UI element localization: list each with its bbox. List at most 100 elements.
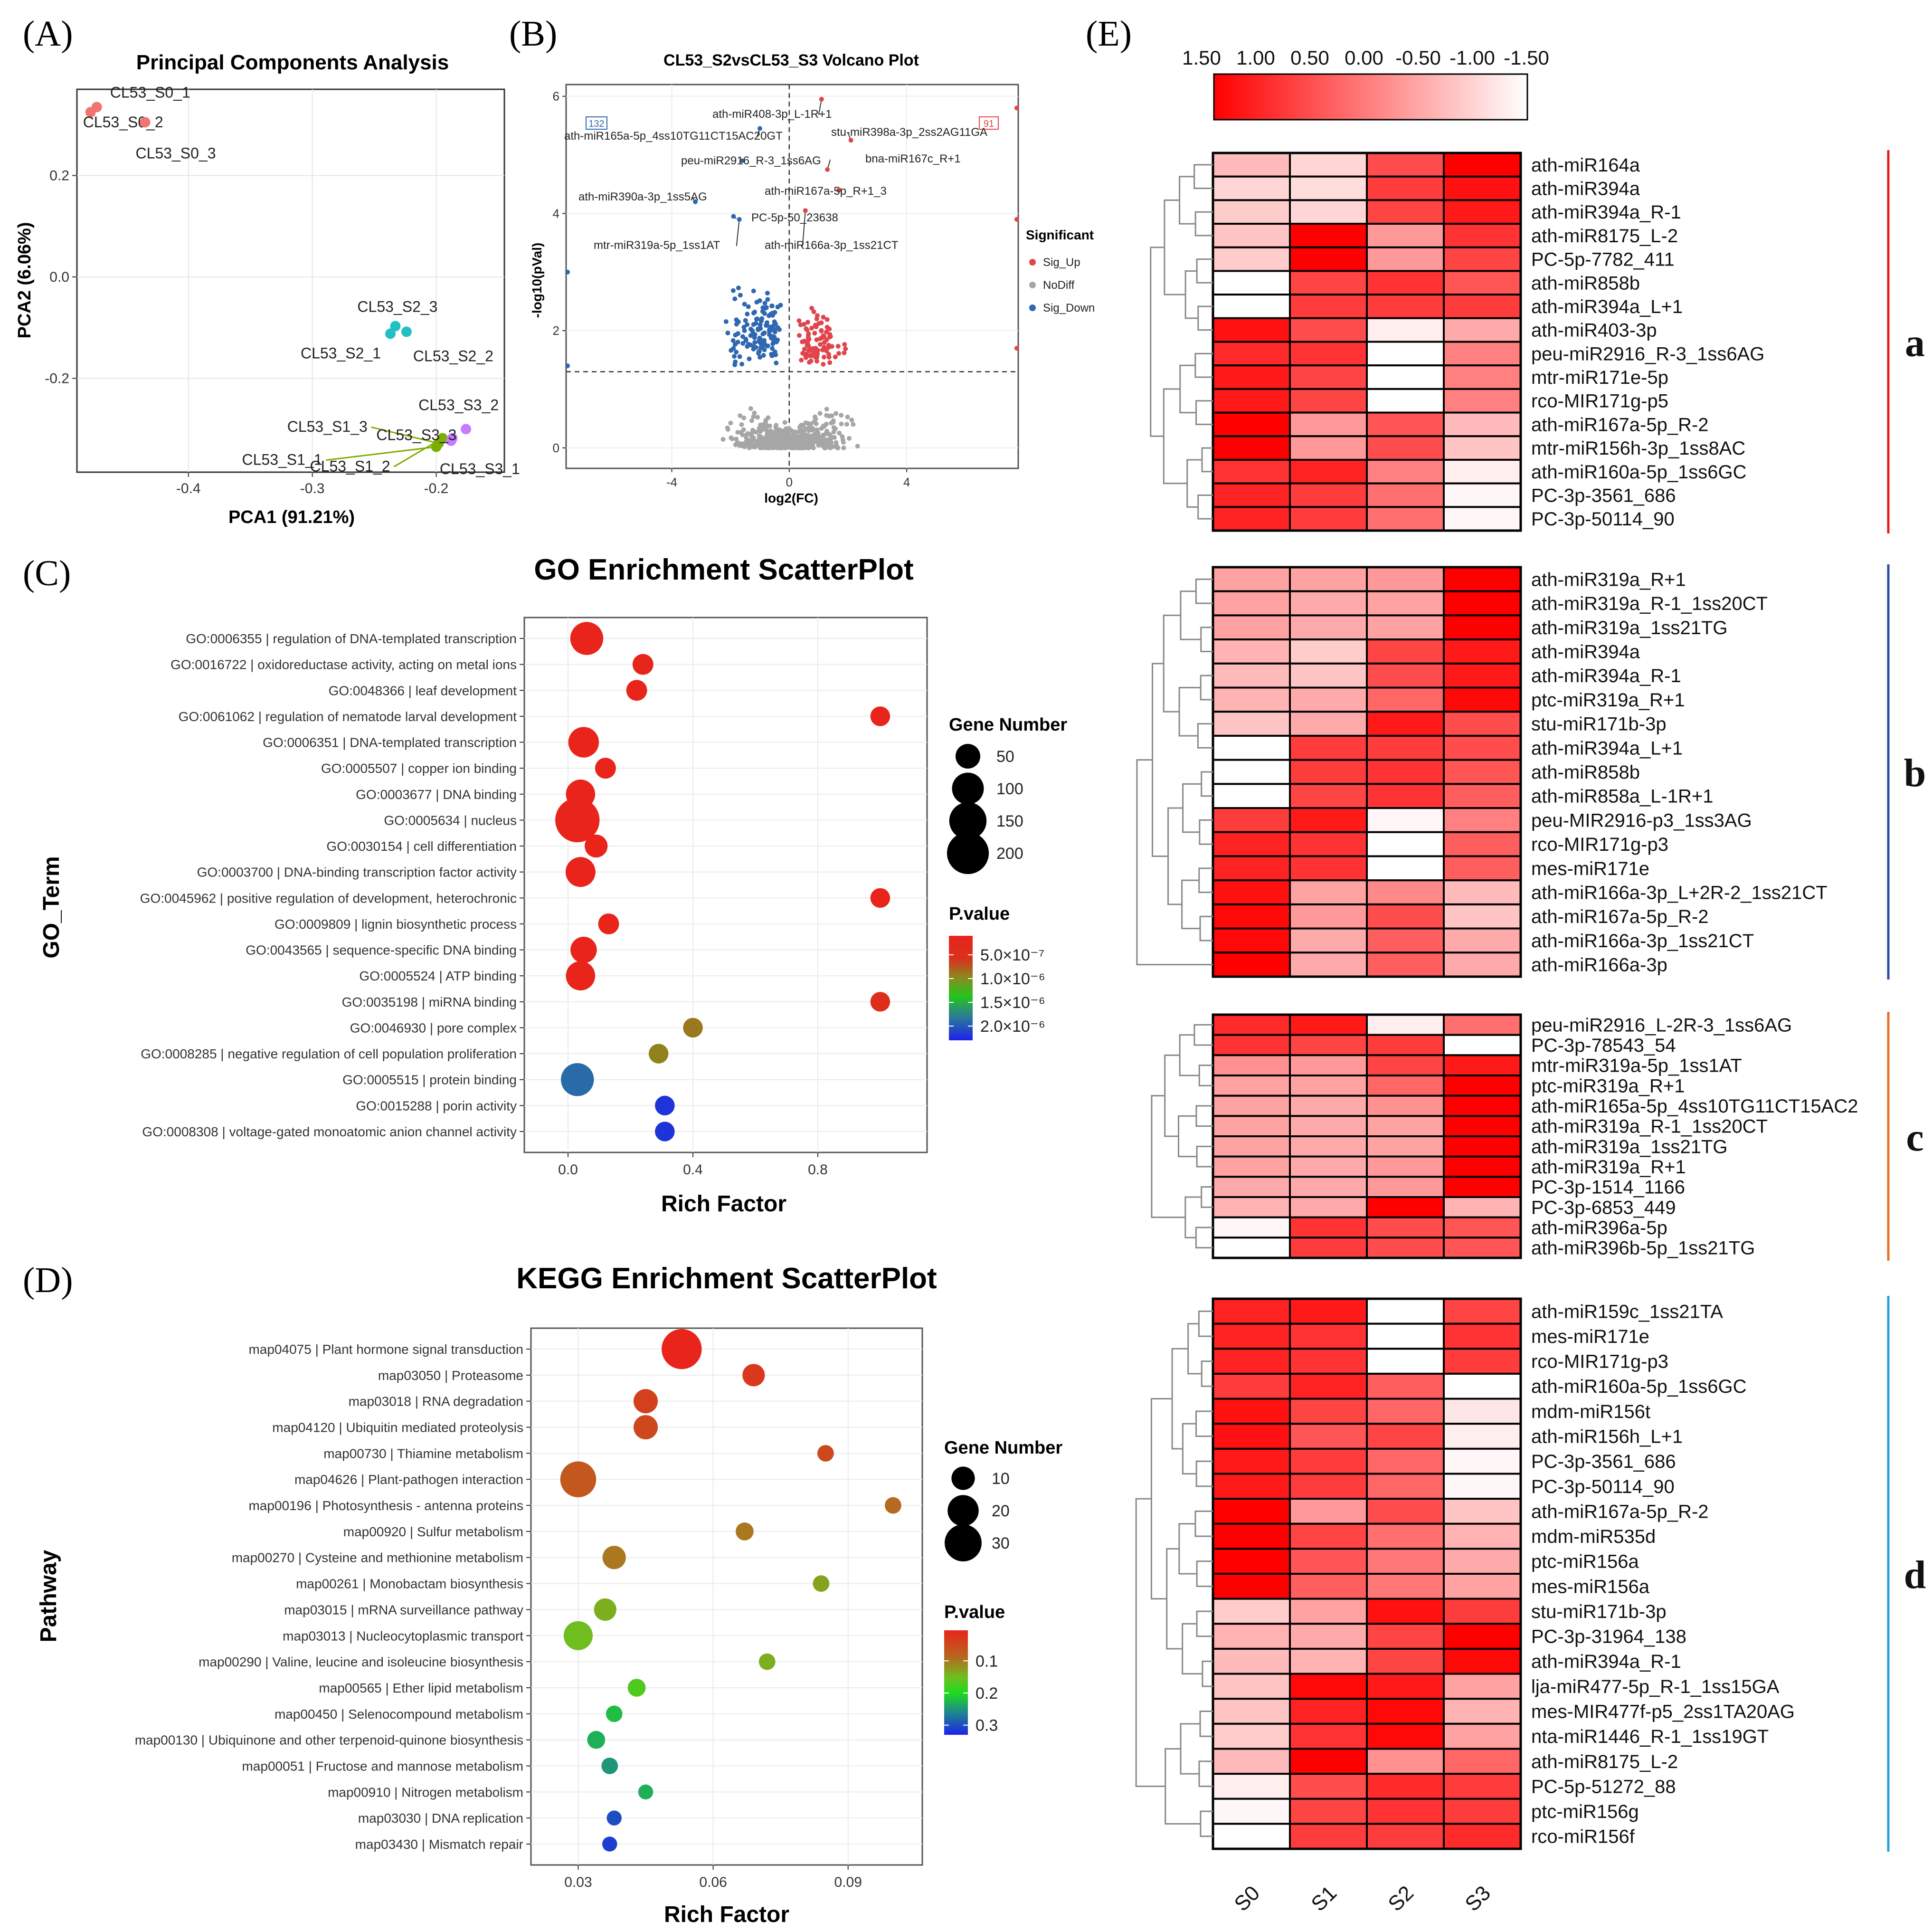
pca-point-label: CL53_S3_2 [418,396,499,413]
enrich-term-label: GO:0008308 | voltage-gated monoatomic an… [142,1124,517,1139]
panel-a-letter: (A) [23,14,73,54]
heatmap-cell [1366,831,1445,857]
heatmap-cell [1212,855,1291,882]
volcano-point-nodiff [821,424,826,429]
heatmap-cell [1366,1773,1445,1800]
heatmap-cell [1289,831,1368,857]
heatmap-cell [1289,411,1368,438]
volcano-point-down [751,333,757,338]
heatmap-cell [1443,1473,1522,1500]
pca-point-label: CL53_S1_3 [287,418,368,435]
heatmap-cell [1289,506,1368,532]
dendrogram-branch [1150,1398,1173,1600]
heatmap-row-label: mtr-miR319a-5p_1ss1AT [1531,1056,1742,1076]
heatmap-cell [1366,1237,1445,1259]
heatmap-cell [1366,590,1445,617]
heatmap-cell [1212,1573,1291,1600]
dendrogram-branch [1180,590,1201,640]
heatmap-row-label: PC-3p-31964_138 [1531,1627,1686,1647]
enrich-term-label: map03050 | Proteasome [378,1368,523,1383]
heatmap-cell [1289,1176,1368,1198]
enrich-x-tick-label: 0.4 [683,1162,703,1178]
volcano-point-nodiff [794,441,799,447]
heatmap-cluster-a: ath-miR164a ath-miR394aath-miR394a_R-1ath… [1150,150,1925,533]
volcano-point-down [756,351,761,356]
volcano-point-down [764,305,769,310]
volcano-up-count: 91 [984,119,994,129]
enrich-term-label: map03030 | DNA replication [358,1811,523,1826]
heatmap-cell [1443,1115,1522,1137]
dendrogram-branch [1198,1065,1213,1086]
heatmap-panel: (E) 1.50 1.00 0.50 0.00 -0.50 -1.00 -1.50 ath-… [1086,14,1926,1916]
heatmap-cell [1212,686,1291,713]
heatmap-cell [1212,482,1291,508]
heatmap-row-label: stu-miR171b-3p [1531,1601,1667,1622]
color-legend-label: 5.0×10⁻⁷ [980,946,1044,964]
enrich-term-label: map04626 | Plant-pathogen interaction [294,1472,523,1487]
color-legend-label: 0.3 [975,1717,998,1735]
size-legend-label: 100 [996,780,1023,798]
volcano-point-nodiff [835,445,840,450]
pca-point [447,433,458,444]
heatmap-cell [1289,152,1368,178]
heatmap-cell [1443,1773,1522,1800]
heatmap-cell [1212,341,1291,367]
heatmap-cell [1443,341,1522,367]
kegg-plot-frame [530,1327,923,1866]
heatmap-cell [1366,246,1445,272]
volcano-point-down [741,324,747,330]
heatmap-cell [1212,1548,1291,1575]
heatmap-cell [1366,1216,1445,1239]
volcano-point-up [813,354,818,360]
pca-point-label: CL53_S0_2 [83,114,163,131]
volcano-point-nodiff [814,435,819,440]
heatmap-cell [1289,1673,1368,1700]
heatmap-cell [1212,927,1291,954]
volcano-point-down [751,322,756,327]
heatmap-cell [1366,1196,1445,1218]
heatmap-cell [1289,175,1368,201]
volcano-point-down [754,316,759,322]
heatmap-cell [1443,1176,1522,1198]
heatmap-cell [1289,317,1368,343]
heatmap-cell [1443,175,1522,201]
heatmap-row-label: ptc-miR319a_R+1 [1531,690,1685,711]
volcano-point-up [821,361,826,367]
heatmap-row-label: PC-3p-78543_54 [1531,1035,1676,1056]
heatmap-row-label: rco-MIR171g-p5 [1531,391,1668,412]
color-legend-bar [944,1630,968,1735]
volcano-point-up [842,350,847,355]
heatmap-cell [1212,951,1291,978]
enrich-term-label: map00051 | Fructose and mannose metaboli… [242,1759,523,1773]
volcano-point-nodiff [743,440,748,446]
volcano-point-edge [565,363,570,369]
heatmap-row-label: ath-miR8175_L-2 [1531,226,1678,247]
volcano-point-nodiff [840,438,845,443]
heatmap-color-scale: 1.50 1.00 0.50 0.00 -0.50 -1.00 -1.50 [1182,47,1549,121]
heatmap-cell [1366,270,1445,296]
enrich-point [885,1497,901,1514]
enrich-point [598,913,619,934]
volcano-title: CL53_S2vsCL53_S3 Volcano Plot [663,51,919,69]
volcano-point-nodiff [740,432,745,438]
heatmap-cell [1212,614,1291,641]
volcano-point-down [742,328,747,333]
heatmap-cell [1366,364,1445,390]
heatmap-cell [1366,152,1445,178]
heatmap-cell [1289,734,1368,761]
enrich-term-label: GO:0005507 | copper ion binding [321,761,517,776]
volcano-point-down [735,340,740,345]
pca-y-axis-title: PCA2 (6.06%) [15,222,35,339]
heatmap-cell [1289,879,1368,905]
heatmap-row-label: PC-5p-7782_411 [1531,249,1675,270]
heatmap-cell [1289,1115,1368,1137]
volcano-point-nodiff [839,421,844,427]
enrich-term-label: GO:0016722 | oxidoreductase activity, ac… [170,657,517,672]
heatmap-cell [1366,1447,1445,1475]
volcano-annotation-label: ath-miR166a-3p_1ss21CT [765,239,899,252]
volcano-point-nodiff [745,431,750,436]
heatmap-cell [1289,951,1368,978]
heatmap-cell [1212,152,1291,178]
volcano-point-nodiff [764,434,769,439]
heatmap-row-label: mes-miR171e [1531,1326,1649,1347]
